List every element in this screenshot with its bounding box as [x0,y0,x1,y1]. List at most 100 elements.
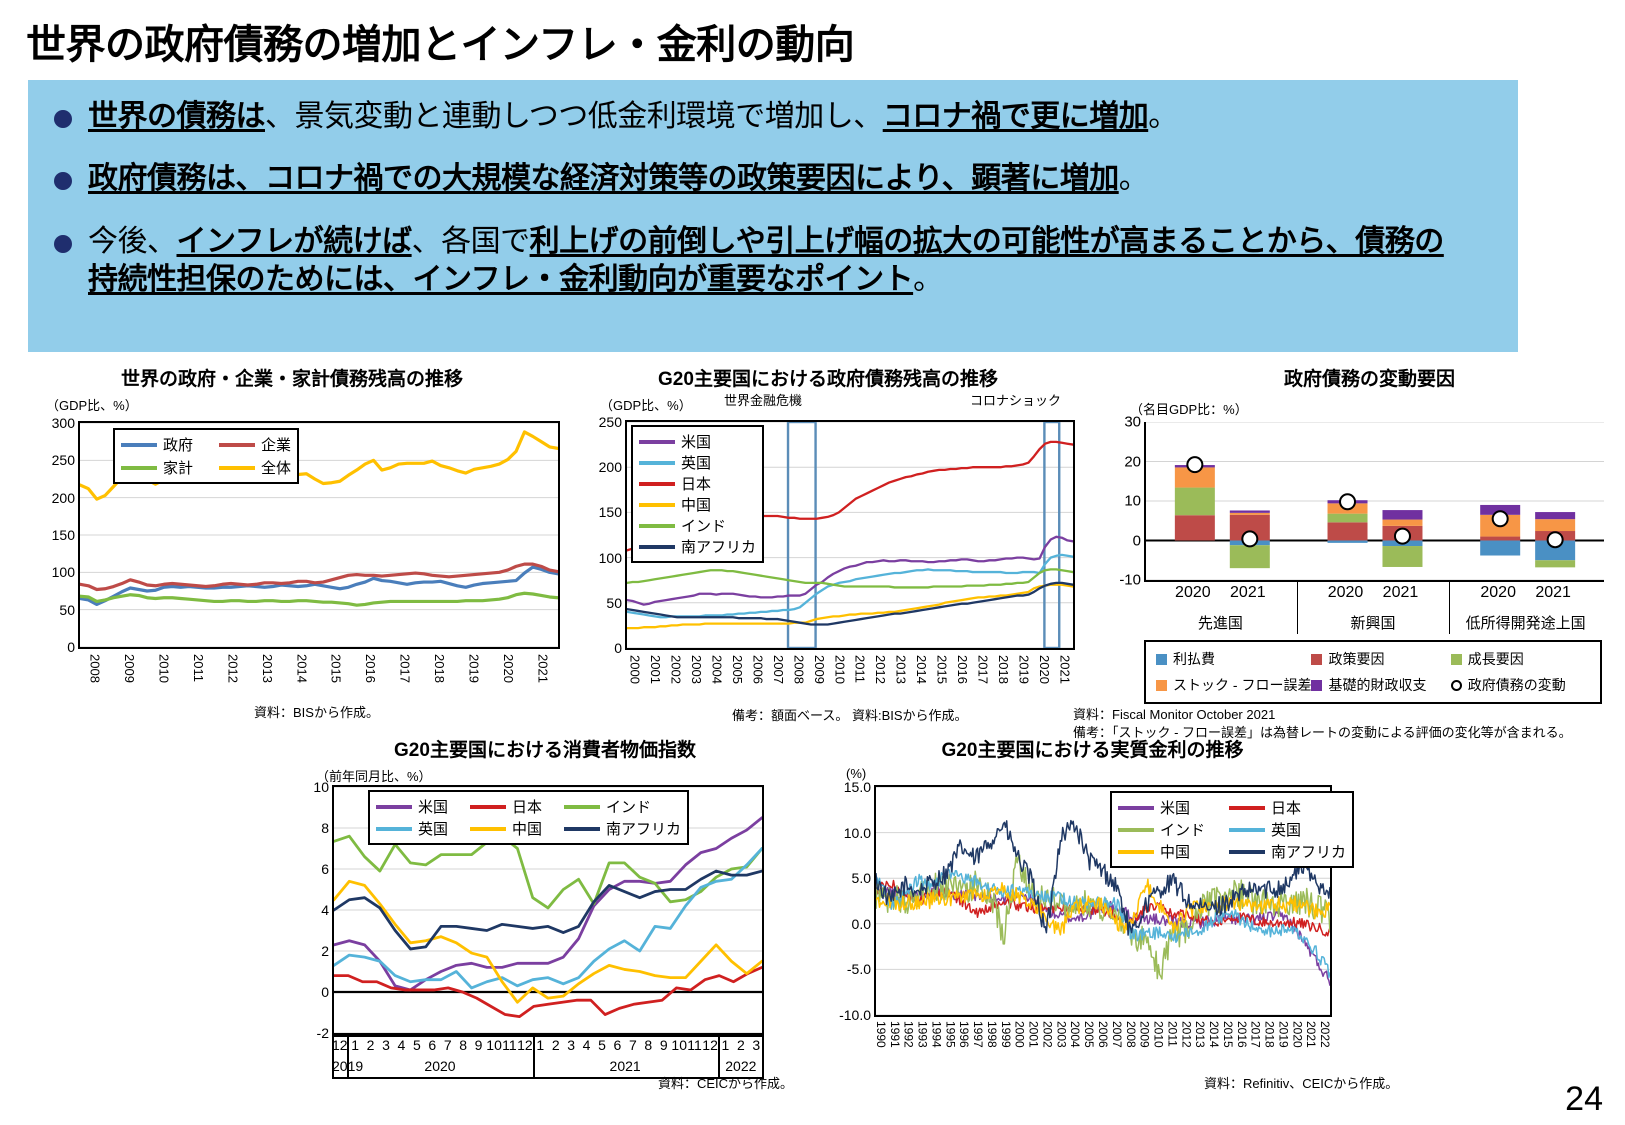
legend-line-swatch [639,523,675,528]
annotation-financial-crisis: 世界金融危機 [724,393,803,408]
y-axis-tick: 250 [51,452,75,469]
x-axis-tick: 2015 [1220,1021,1235,1048]
legend-item: インド [564,796,681,817]
x-axis-tick: 2011 [852,655,868,683]
x-axis-tick: 2020 [1036,655,1052,684]
chart-title: G20主要国における実質金利の推移 [941,740,1244,761]
legend-item: 中国 [470,818,542,839]
x-axis-tick: 2003 [1054,1021,1069,1048]
x-axis-month-tick: 2 [551,1037,560,1053]
legend-line-swatch [1118,827,1154,832]
x-axis-tick: 2011 [191,654,206,682]
y-axis-tick: 20 [1124,453,1141,470]
x-axis-tick: 2012 [873,655,889,684]
y-axis-tick: 6 [321,861,329,877]
x-axis-tick: 2002 [1040,1021,1055,1048]
bullet-segment: 世界の債務は [88,100,266,133]
chart-title: G20主要国における政府債務残高の推移 [658,369,998,390]
legend-label: 企業 [261,437,292,454]
x-axis-separator [717,1035,720,1079]
annotation-corona-shock: コロナショック [970,393,1062,408]
x-axis-month-tick: 12 [517,1037,533,1053]
x-axis-tick: 2016 [955,655,970,684]
legend-line-swatch [470,826,507,831]
legend-item: 企業 [219,434,291,455]
legend-item: 南アフリカ [564,818,681,839]
y-axis-tick: 15.0 [843,779,871,795]
bullet-text: 世界の債務は、景気変動と連動しつつ低金利環境で増加し、コロナ禍で更に増加。 [88,98,1178,136]
legend-item: インド [1118,819,1205,840]
x-axis-tick: 1996 [957,1021,972,1048]
legend-label: 南アフリカ [1271,844,1347,861]
y-axis-tick: 100 [598,549,622,566]
x-axis-tick: 2009 [122,654,138,683]
y-axis-tick: 0 [1132,532,1141,549]
legend-item: 英国 [639,452,756,473]
x-axis-month-tick: 8 [459,1037,468,1053]
x-axis-tick: 2008 [1123,1021,1138,1048]
x-axis-tick: 2019 [1016,655,1032,684]
x-axis-tick: 2019 [1276,1021,1291,1048]
chart-g20-real-rates: G20主要国における実質金利の推移 (%) -10.0 -5.0 0.0 5.0 10.… [800,735,1398,1091]
chart-title: 政府債務の変動要因 [1283,369,1455,390]
legend-item: 成長要因 [1450,649,1590,669]
chart-title: G20主要国における消費者物価指数 [394,740,696,761]
legend-item: 日本 [1229,797,1346,818]
y-axis-tick: 10 [1124,492,1141,510]
y-axis-tick: 8 [321,820,329,836]
bar-year-label: 2021 [1230,584,1266,601]
legend-item: ストック - フロー誤差 [1156,675,1311,695]
x-axis-tick: 2004 [1068,1021,1083,1048]
bullet-segment: コロナ禍で更に増加 [882,100,1149,133]
bar-group-label: 新興国 [1350,615,1396,632]
chart-source: 資料：Refinitiv、CEICから作成。 [1204,1076,1399,1091]
legend-square-swatch [1156,679,1167,691]
y-axis-tick: 50 [606,594,622,611]
x-axis-tick: 2015 [328,654,344,683]
x-axis-tick: 2014 [294,654,310,683]
x-axis-tick: 1991 [887,1021,902,1048]
legend-item: 日本 [470,796,542,817]
legend-label: インド [681,518,727,535]
x-axis-tick: 2002 [668,655,684,684]
x-axis-tick: 2005 [730,655,745,684]
x-axis-tick: 2008 [87,654,103,683]
bar-year-label: 2021 [1535,584,1571,601]
x-axis-tick: 2016 [363,654,379,683]
y-axis-tick: 150 [51,527,75,543]
x-axis-month-tick: 1 [536,1037,545,1053]
legend-label: インド [606,799,652,816]
legend-label: ストック - フロー誤差 [1173,677,1312,693]
legend-item: インド [639,515,756,536]
y-axis-tick: 100 [51,564,75,581]
legend-item: 英国 [1229,819,1346,840]
legend-item: 英国 [376,818,448,839]
x-axis-tick: 2010 [156,654,172,683]
chart-g20-govt-debt: G20主要国における政府債務残高の推移 （GDP比、%） 世界金融危機 コロナシ… [578,364,1078,723]
x-axis-tick: 2000 [1012,1021,1027,1048]
x-axis-tick: 2006 [1096,1021,1110,1048]
x-axis-band [332,1035,764,1079]
legend-item: 中国 [1118,841,1205,862]
x-axis-tick: 2009 [1137,1021,1152,1048]
bullet-segment: 政府債務は、コロナ禍での大規模な経済対策等の政策要因により、顕著に増加 [88,162,1119,196]
legend-line-swatch [1229,805,1266,810]
bar-group-separator [1296,582,1298,634]
axis-unit-label: （GDP比、%） [46,398,138,413]
x-axis-tick: 2004 [709,655,725,684]
plot-area: -10 0 10 20 30 [1119,414,1604,589]
legend-label: 中国 [512,821,543,838]
bar-year-label: 2020 [1480,584,1516,601]
x-axis-month-tick: 12 [702,1037,718,1053]
bar-year-label: 2020 [1327,584,1364,601]
y-axis-tick: 0 [67,639,75,655]
legend-label: 米国 [681,434,712,451]
legend-line-swatch [639,439,675,444]
bullet-dot-icon [54,234,72,253]
x-axis-tick: 2012 [225,654,241,683]
x-axis-tick: 2005 [1082,1021,1097,1048]
x-axis-month-tick: 10 [486,1037,502,1053]
legend-item: 日本 [639,473,756,494]
x-axis-month-tick: 5 [412,1037,421,1053]
legend-label: 政府 [163,437,194,454]
